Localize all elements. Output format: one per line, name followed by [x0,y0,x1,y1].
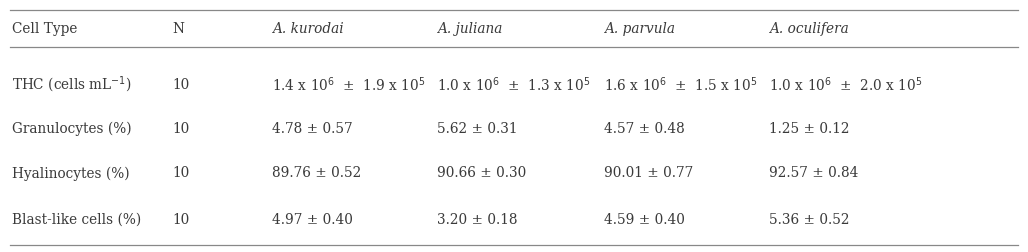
Text: 10: 10 [173,77,190,91]
Text: 4.57 ± 0.48: 4.57 ± 0.48 [604,121,686,136]
Text: Granulocytes (%): Granulocytes (%) [12,121,132,136]
Text: Blast-like cells (%): Blast-like cells (%) [12,212,142,226]
Text: 1.4 x 10$^{6}$  ±  1.9 x 10$^{5}$: 1.4 x 10$^{6}$ ± 1.9 x 10$^{5}$ [272,75,426,94]
Text: 1.6 x 10$^{6}$  ±  1.5 x 10$^{5}$: 1.6 x 10$^{6}$ ± 1.5 x 10$^{5}$ [604,75,758,94]
Text: Hyalinocytes (%): Hyalinocytes (%) [12,166,130,180]
Text: A. kurodai: A. kurodai [272,22,344,36]
Text: A. parvula: A. parvula [604,22,675,36]
Text: N: N [173,22,185,36]
Text: Cell Type: Cell Type [12,22,78,36]
Text: 4.97 ± 0.40: 4.97 ± 0.40 [272,212,354,226]
Text: 3.20 ± 0.18: 3.20 ± 0.18 [437,212,517,226]
Text: 1.25 ± 0.12: 1.25 ± 0.12 [769,121,849,136]
Text: 92.57 ± 0.84: 92.57 ± 0.84 [769,166,858,180]
Text: 1.0 x 10$^{6}$  ±  1.3 x 10$^{5}$: 1.0 x 10$^{6}$ ± 1.3 x 10$^{5}$ [437,75,590,94]
Text: 5.36 ± 0.52: 5.36 ± 0.52 [769,212,849,226]
Text: 90.66 ± 0.30: 90.66 ± 0.30 [437,166,526,180]
Text: 10: 10 [173,212,190,226]
Text: 89.76 ± 0.52: 89.76 ± 0.52 [272,166,362,180]
Text: A. juliana: A. juliana [437,22,503,36]
Text: 5.62 ± 0.31: 5.62 ± 0.31 [437,121,517,136]
Text: 90.01 ± 0.77: 90.01 ± 0.77 [604,166,694,180]
Text: A. oculifera: A. oculifera [769,22,849,36]
Text: 4.59 ± 0.40: 4.59 ± 0.40 [604,212,686,226]
Text: THC (cells mL$^{-1}$): THC (cells mL$^{-1}$) [12,74,132,94]
Text: 1.0 x 10$^{6}$  ±  2.0 x 10$^{5}$: 1.0 x 10$^{6}$ ± 2.0 x 10$^{5}$ [769,75,922,94]
Text: 4.78 ± 0.57: 4.78 ± 0.57 [272,121,353,136]
Text: 10: 10 [173,121,190,136]
Text: 10: 10 [173,166,190,180]
